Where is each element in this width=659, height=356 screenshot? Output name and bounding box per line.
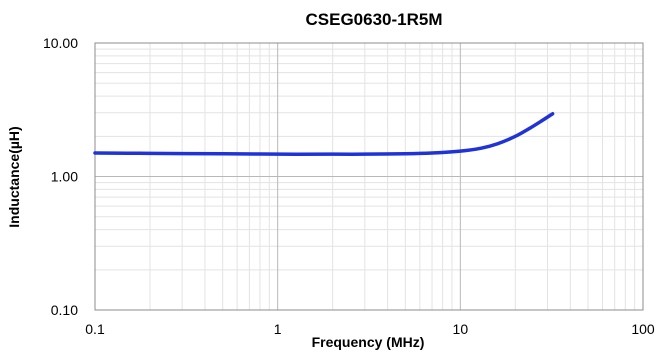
chart-title: CSEG0630-1R5M xyxy=(305,10,442,29)
y-tick-label: 10.00 xyxy=(43,35,78,51)
x-tick-label: 10 xyxy=(453,321,469,337)
y-axis-label: Inductance(µH) xyxy=(6,126,22,227)
x-tick-labels: 0.1 1 10 100 xyxy=(85,321,655,337)
y-tick-labels: 0.10 1.00 10.00 xyxy=(43,35,78,318)
x-axis-label: Frequency (MHz) xyxy=(312,334,425,350)
x-tick-label: 100 xyxy=(631,321,655,337)
x-tick-label: 1 xyxy=(274,321,282,337)
grid xyxy=(94,42,644,311)
y-tick-label: 1.00 xyxy=(51,169,78,185)
inductance-series-line xyxy=(93,112,555,156)
y-tick-label: 0.10 xyxy=(51,302,78,318)
series-group xyxy=(93,112,555,156)
x-tick-label: 0.1 xyxy=(85,321,105,337)
plot-area xyxy=(94,42,644,311)
